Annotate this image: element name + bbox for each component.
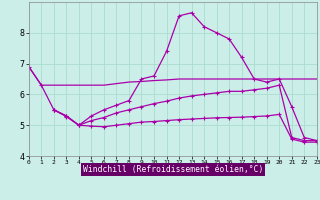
X-axis label: Windchill (Refroidissement éolien,°C): Windchill (Refroidissement éolien,°C) [83, 165, 263, 174]
